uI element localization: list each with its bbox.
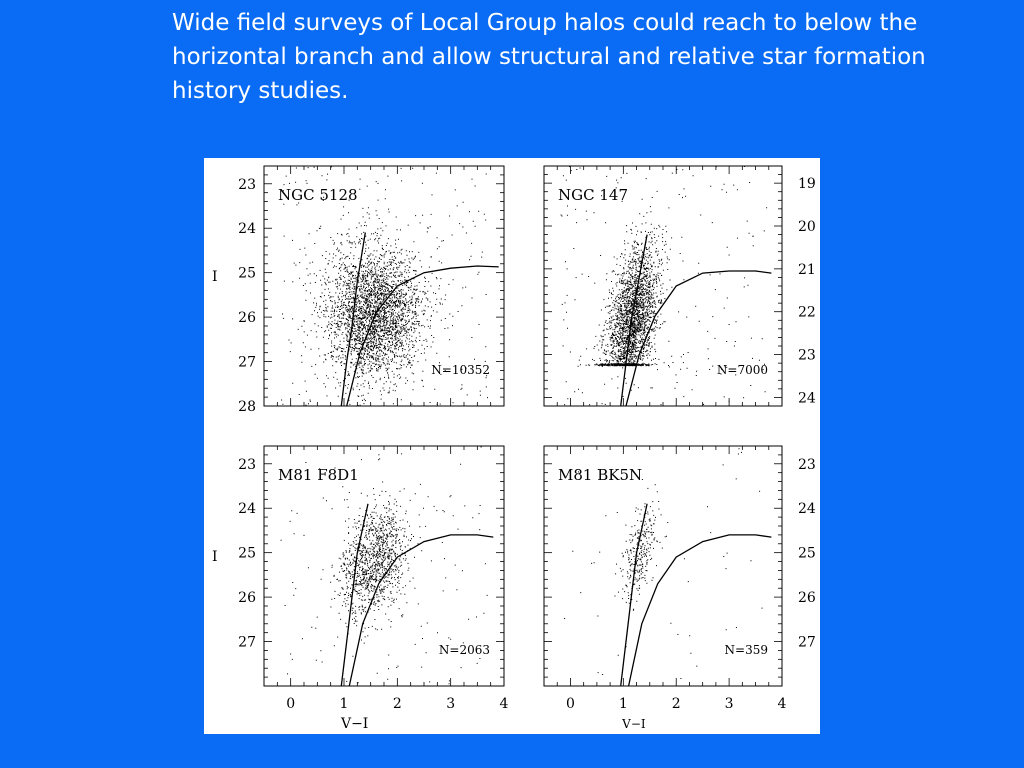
- y-tick-label: 23: [798, 348, 816, 364]
- panel-plot-area: [280, 446, 494, 686]
- panel-title: NGC 147: [558, 186, 628, 204]
- horizontal-branch-curve: [348, 534, 494, 686]
- panel-title: M81 F8D1: [278, 466, 359, 484]
- x-tick-label: 1: [340, 696, 349, 712]
- star-points: [280, 166, 488, 406]
- y-tick-label: 22: [798, 305, 816, 321]
- x-tick-label: 0: [286, 696, 295, 712]
- x-tick-label: 3: [725, 696, 734, 712]
- y-tick-label: 27: [238, 355, 256, 371]
- dense-star-cloud: [283, 178, 454, 405]
- x-axis-label: V−I: [340, 716, 368, 732]
- horizontal-branch-curve: [627, 534, 772, 686]
- giant-branch-curve: [340, 232, 366, 406]
- x-tick-label: 2: [672, 696, 681, 712]
- giant-branch-curve: [340, 503, 369, 686]
- panel-plot-area: [560, 166, 772, 406]
- x-tick-label: 3: [446, 696, 455, 712]
- panel-count-label: N=7000: [717, 363, 768, 377]
- y-tick-label: 27: [238, 635, 256, 651]
- y-tick-label: 19: [798, 176, 816, 192]
- panel-title: NGC 5128: [278, 186, 358, 204]
- y-tick-label: 25: [238, 266, 256, 282]
- y-tick-label: 25: [798, 546, 816, 562]
- panel-ngc5128: 23 24 25 26 27 28 I NGC 5128 N=10352: [212, 165, 505, 415]
- panel-plot-area: [564, 448, 772, 686]
- panel-title: M81 BK5N: [558, 466, 642, 484]
- panel-count-label: N=2063: [439, 643, 490, 657]
- y-axis-label: I: [212, 269, 218, 285]
- panel-count-label: N=359: [725, 643, 768, 657]
- x-tick-label: 4: [778, 696, 787, 712]
- horizontal-branch-curve: [625, 270, 772, 406]
- panel-plot-area: [280, 166, 499, 406]
- y-tick-label: 26: [238, 310, 256, 326]
- y-tick-label: 24: [798, 390, 816, 406]
- y-tick-label: 25: [238, 546, 256, 562]
- panel-count-label: N=10352: [431, 363, 490, 377]
- slide-caption: Wide field surveys of Local Group halos …: [172, 10, 926, 104]
- giant-branch-curve: [620, 234, 648, 406]
- dense-star-cloud: [614, 484, 669, 648]
- dense-star-cloud: [579, 206, 683, 367]
- y-tick-label: 23: [238, 177, 256, 193]
- y-tick-label: 26: [238, 590, 256, 606]
- dense-star-cloud: [292, 481, 427, 647]
- y-axis-label: I: [212, 549, 218, 565]
- star-points: [280, 446, 488, 686]
- x-tick-label: 2: [393, 696, 402, 712]
- y-tick-label: 24: [238, 221, 256, 237]
- y-tick-label: 21: [798, 262, 816, 278]
- y-tick-label: 23: [238, 457, 256, 473]
- panel-ngc147: 19 20 21 22 23 24 NGC 147 N=7000: [543, 165, 816, 407]
- horizontal-branch-curve: [346, 265, 499, 406]
- cmd-figure: 23 24 25 26 27 28 I NGC 5128 N=10352 19 20 21 22 23 24…: [204, 158, 820, 734]
- giant-branch-curve: [620, 503, 648, 686]
- y-tick-label: 28: [238, 399, 256, 415]
- y-tick-label: 27: [798, 635, 816, 651]
- x-tick-label: 0: [566, 696, 575, 712]
- x-axis-label: V−I: [621, 717, 646, 731]
- x-tick-label: 1: [619, 696, 628, 712]
- y-tick-label: 26: [798, 590, 816, 606]
- y-tick-label: 23: [798, 457, 816, 473]
- y-tick-label: 24: [798, 501, 816, 517]
- y-tick-label: 24: [238, 501, 256, 517]
- x-tick-label: 4: [500, 696, 509, 712]
- y-tick-label: 20: [798, 219, 816, 235]
